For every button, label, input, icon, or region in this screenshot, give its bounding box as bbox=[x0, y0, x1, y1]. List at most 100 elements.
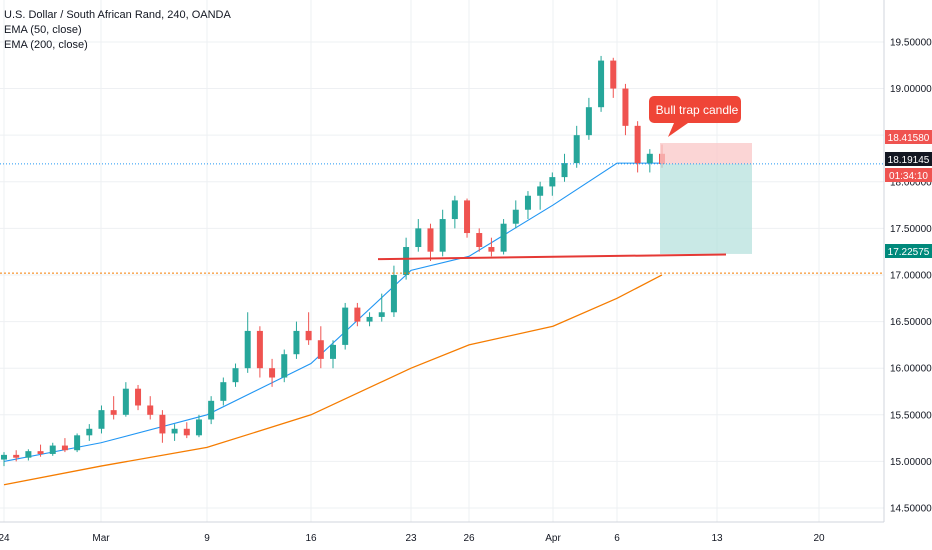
candle-body bbox=[74, 435, 81, 451]
x-tick-label: 23 bbox=[405, 533, 417, 544]
ema-200-line bbox=[3, 274, 663, 486]
y-tick-label: 16.00000 bbox=[890, 364, 932, 375]
candle-body bbox=[208, 400, 215, 420]
candle-body bbox=[330, 344, 336, 359]
candle-body bbox=[293, 330, 300, 355]
price-tags: 18.41580 18.19145 01:34:10 17.22575 bbox=[885, 130, 932, 258]
current-price-tag bbox=[885, 152, 932, 166]
stop-price-text: 18.41580 bbox=[888, 133, 930, 144]
candle-body bbox=[317, 340, 324, 359]
candle-body bbox=[427, 228, 434, 252]
chart-legend: U.S. Dollar / South African Rand, 240, O… bbox=[4, 8, 231, 53]
candle-body bbox=[537, 186, 544, 196]
candle-body bbox=[415, 228, 422, 248]
current-price-text: 18.19145 bbox=[888, 155, 930, 166]
countdown-tag bbox=[885, 168, 932, 182]
callout-bubble bbox=[649, 96, 741, 137]
candle-body bbox=[585, 107, 592, 136]
x-tick-label: Apr bbox=[545, 533, 561, 544]
y-tick-label: 19.00000 bbox=[890, 84, 932, 95]
candle-body bbox=[549, 177, 556, 187]
x-tick-label: 20 bbox=[813, 533, 825, 544]
candle-body bbox=[573, 135, 580, 164]
candle-body bbox=[622, 88, 629, 126]
candle-body bbox=[646, 153, 653, 164]
candle-body bbox=[354, 307, 361, 322]
grid-lines bbox=[0, 0, 884, 522]
candle-body bbox=[598, 60, 605, 108]
legend-ema200: EMA (200, close) bbox=[4, 39, 88, 51]
candle-body bbox=[561, 163, 568, 178]
candle-body bbox=[232, 368, 239, 383]
y-tick-label: 18.00000 bbox=[890, 177, 932, 188]
y-tick-label: 15.00000 bbox=[890, 457, 932, 468]
candle-body bbox=[378, 312, 385, 317]
candle-body bbox=[61, 445, 68, 451]
candle-body bbox=[25, 451, 32, 458]
y-tick-label: 17.00000 bbox=[890, 270, 932, 281]
target-price-tag bbox=[885, 244, 932, 258]
candle-body bbox=[524, 195, 531, 210]
candle-body bbox=[342, 307, 349, 345]
y-tick-label: 15.50000 bbox=[890, 410, 932, 421]
candle-body bbox=[37, 451, 44, 454]
legend-title: U.S. Dollar / South African Rand, 240, O… bbox=[4, 9, 231, 21]
x-tick-label: 6 bbox=[614, 533, 620, 544]
x-tick-label: 16 bbox=[305, 533, 317, 544]
legend-ema50: EMA (50, close) bbox=[4, 24, 82, 36]
candle-body bbox=[147, 405, 154, 415]
candle-body bbox=[86, 428, 93, 436]
callout-text: Bull trap candle bbox=[656, 103, 739, 117]
y-tick-label: 14.50000 bbox=[890, 504, 932, 515]
candle-body bbox=[1, 454, 7, 460]
candle-body bbox=[403, 247, 410, 275]
stop-price-tag bbox=[885, 130, 932, 144]
x-tick-label: 13 bbox=[711, 533, 723, 544]
candle-body bbox=[488, 247, 495, 252]
candle-body bbox=[220, 382, 227, 401]
candle-body bbox=[634, 125, 641, 164]
countdown-text: 01:34:10 bbox=[889, 171, 928, 182]
candle-body bbox=[269, 368, 276, 378]
candle-body bbox=[122, 388, 129, 415]
x-tick-label: Mar bbox=[92, 533, 110, 544]
candle-body bbox=[281, 354, 288, 378]
ema-50-line bbox=[3, 162, 662, 462]
candle-body bbox=[135, 388, 142, 406]
candle-body bbox=[171, 428, 178, 434]
candle-body bbox=[390, 274, 397, 313]
candle-body bbox=[610, 60, 617, 89]
x-tick-label: 9 bbox=[204, 533, 210, 544]
target-price-text: 17.22575 bbox=[888, 247, 930, 258]
stop-loss-zone[interactable] bbox=[660, 143, 752, 164]
candle-body bbox=[49, 445, 56, 454]
candle-body bbox=[464, 200, 471, 234]
candle-body bbox=[195, 419, 202, 436]
candles-group bbox=[1, 55, 665, 467]
y-axis-labels: 14.50000 15.00000 15.50000 16.00000 16.50000… bbox=[890, 37, 932, 514]
candle-body bbox=[13, 454, 20, 458]
x-tick-label: 24 bbox=[0, 533, 10, 544]
candle-body bbox=[159, 414, 166, 434]
y-tick-label: 17.50000 bbox=[890, 224, 932, 235]
support-trendline[interactable] bbox=[377, 253, 727, 261]
y-tick-label: 16.50000 bbox=[890, 317, 932, 328]
candle-body bbox=[110, 410, 117, 415]
candle-body bbox=[98, 410, 105, 429]
x-tick-label: 26 bbox=[463, 533, 475, 544]
candle-body bbox=[256, 330, 263, 369]
bull-trap-callout[interactable]: Bull trap candle bbox=[649, 96, 741, 137]
take-profit-zone[interactable] bbox=[660, 163, 752, 254]
candle-body bbox=[451, 200, 458, 220]
candle-body bbox=[439, 219, 446, 252]
candle-body bbox=[183, 428, 190, 436]
x-axis-labels: 24 Mar 9 16 23 26 Apr 6 13 20 bbox=[0, 533, 825, 544]
candle-body bbox=[512, 209, 519, 224]
candle-body bbox=[500, 223, 507, 252]
y-tick-label: 19.50000 bbox=[890, 37, 932, 48]
candle-body bbox=[244, 330, 251, 369]
candle-body bbox=[366, 316, 373, 322]
candle-body bbox=[476, 233, 483, 248]
candle-body bbox=[305, 330, 312, 341]
